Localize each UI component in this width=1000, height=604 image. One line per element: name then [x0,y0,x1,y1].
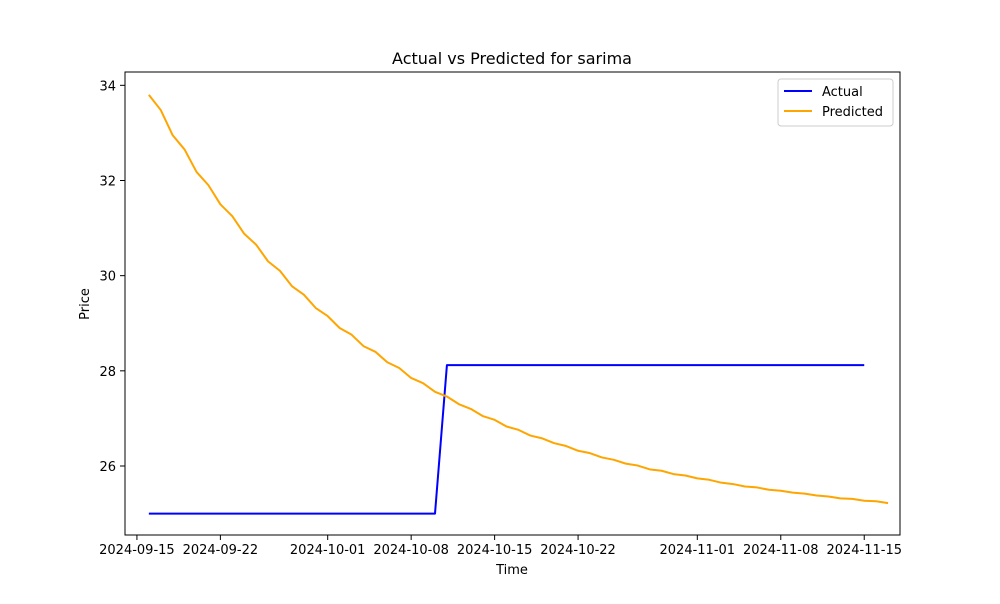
x-tick-label: 2024-10-15 [457,543,533,558]
x-tick-label: 2024-10-01 [290,543,366,558]
series-line-predicted [148,94,889,505]
x-tick-label: 2024-09-15 [99,543,175,558]
y-axis-label: Price [78,288,93,320]
chart-title: Actual vs Predicted for sarima [392,49,632,68]
legend-label-actual: Actual [822,85,863,100]
x-tick-label: 2024-10-08 [373,543,449,558]
plot-frame [124,71,901,536]
y-tick-label: 32 [99,174,116,189]
x-tick-label: 2024-11-08 [743,543,819,558]
y-axis: 26 28 30 32 34 [99,79,125,475]
x-tick-label: 2024-10-22 [540,543,616,558]
series-line-actual [148,364,865,515]
y-tick-label: 34 [99,79,116,94]
x-tick-label: 2024-11-01 [660,543,736,558]
y-tick-label: 26 [99,460,116,475]
y-tick-label: 28 [99,365,116,380]
legend: Actual Predicted [777,78,894,127]
legend-label-predicted: Predicted [822,105,883,120]
x-tick-label: 2024-11-15 [826,543,902,558]
x-axis-label: Time [495,563,528,578]
x-axis: 2024-09-15 2024-09-22 2024-10-01 2024-10-08… [99,535,902,558]
x-tick-label: 2024-09-22 [183,543,259,558]
y-tick-label: 30 [99,270,116,285]
plot-lines [148,94,889,515]
